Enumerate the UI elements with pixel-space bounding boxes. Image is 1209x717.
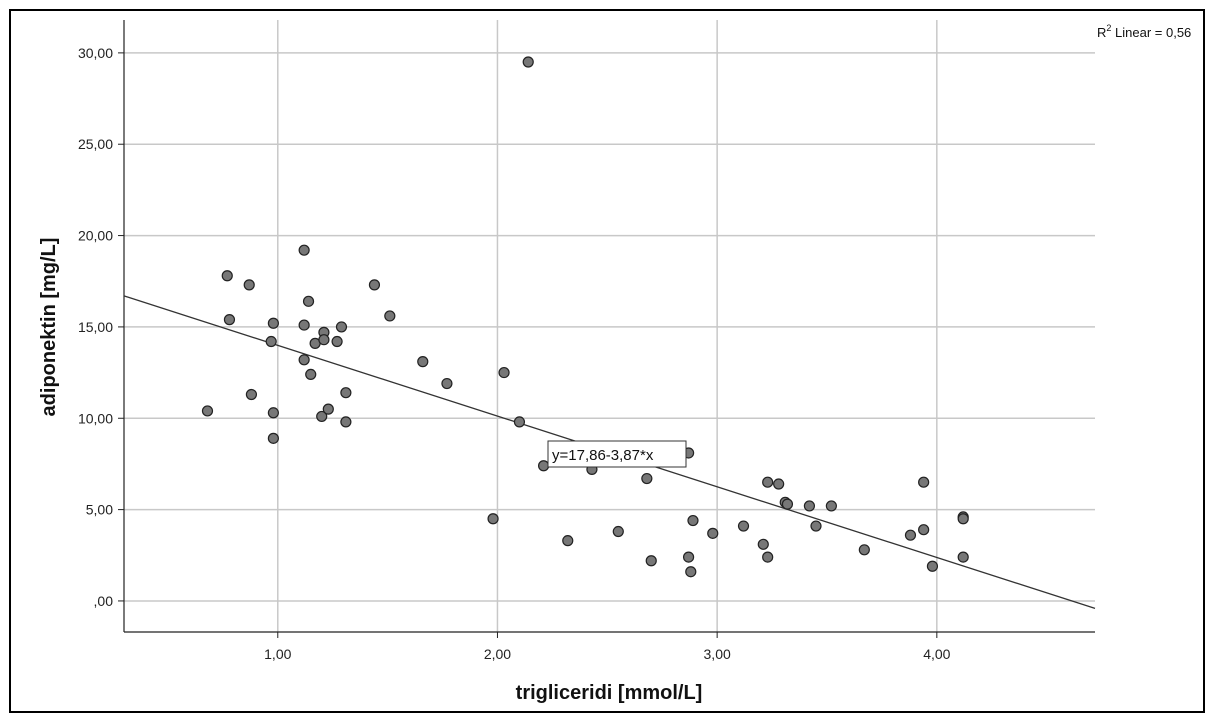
- y-tick-label: 25,00: [78, 136, 113, 152]
- equation-box: [547, 440, 687, 468]
- x-tick-label: 4,00: [923, 646, 950, 662]
- x-tick-label: 1,00: [264, 646, 291, 662]
- data-point: [918, 476, 930, 488]
- data-point: [685, 566, 697, 578]
- data-point: [926, 560, 939, 572]
- data-point: [368, 279, 381, 291]
- data-point: [384, 310, 396, 322]
- x-tick-label: 3,00: [704, 646, 731, 662]
- data-points: [201, 56, 969, 578]
- data-point: [803, 500, 816, 512]
- data-point: [762, 476, 774, 488]
- data-point: [781, 498, 794, 510]
- x-axis-title: trigliceridi [mmol/L]: [516, 682, 703, 704]
- data-point: [522, 56, 534, 68]
- data-point: [316, 410, 328, 423]
- data-point: [825, 500, 837, 512]
- data-point: [441, 377, 453, 390]
- data-point: [265, 335, 277, 348]
- data-point: [737, 520, 750, 532]
- data-point: [340, 387, 352, 399]
- data-point: [810, 520, 822, 532]
- data-point: [687, 514, 699, 527]
- data-point: [707, 527, 719, 539]
- data-point: [298, 354, 310, 366]
- data-point: [417, 356, 429, 368]
- annotations: R2 Linear = 0,56 y=17,86-3,87*x triglice…: [38, 23, 1191, 704]
- data-point: [335, 321, 348, 333]
- equation-label: y=17,86-3,87*x: [547, 440, 687, 468]
- data-point: [223, 314, 236, 326]
- data-point: [267, 317, 279, 329]
- data-point: [513, 416, 526, 428]
- data-point: [487, 513, 499, 525]
- data-point: [904, 529, 917, 541]
- data-point: [243, 279, 255, 291]
- y-tick-label: 10,00: [78, 410, 113, 426]
- data-point: [645, 555, 657, 567]
- data-point: [298, 244, 310, 256]
- data-point: [201, 405, 214, 417]
- y-tick-label: 5,00: [86, 502, 113, 518]
- axes: [118, 20, 1095, 638]
- data-point: [682, 551, 695, 563]
- data-point: [331, 335, 343, 348]
- data-point: [340, 416, 352, 428]
- data-point: [957, 551, 969, 563]
- data-point: [305, 368, 317, 381]
- data-point: [302, 295, 315, 307]
- data-point: [322, 403, 334, 415]
- data-point: [267, 432, 279, 444]
- chart-frame: [9, 9, 1205, 713]
- equation-text: y=17,86-3,87*x: [552, 447, 654, 464]
- data-point: [612, 525, 624, 538]
- data-point: [858, 544, 870, 556]
- data-point: [537, 460, 550, 472]
- data-point: [773, 478, 785, 490]
- data-point: [762, 551, 774, 563]
- data-point: [221, 270, 233, 282]
- r-squared-label: R2 Linear = 0,56: [1097, 23, 1191, 40]
- y-tick-label: 20,00: [78, 228, 113, 244]
- data-point: [641, 472, 653, 485]
- data-point: [267, 407, 279, 419]
- y-tick-label: ,00: [94, 593, 114, 609]
- data-point: [245, 388, 258, 401]
- data-point: [957, 513, 969, 525]
- data-point: [918, 524, 930, 536]
- y-tick-label: 30,00: [78, 45, 113, 61]
- y-axis-title: adiponektin [mg/L]: [38, 238, 60, 417]
- data-point: [298, 319, 310, 331]
- data-point: [562, 535, 574, 547]
- y-tick-label: 15,00: [78, 319, 113, 335]
- tick-labels: ,00 5,00 10,00 15,00 20,00 25,00 30,00 1,00 2,00…: [78, 45, 951, 662]
- data-point: [498, 366, 510, 379]
- x-tick-label: 2,00: [484, 646, 511, 662]
- data-point: [318, 334, 330, 346]
- data-point: [757, 538, 769, 550]
